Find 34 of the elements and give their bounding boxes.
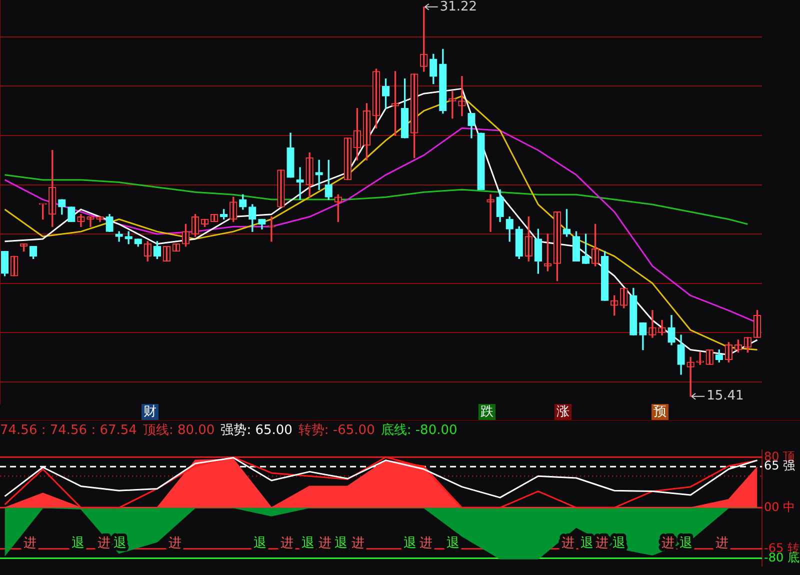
candlestick — [39, 203, 47, 220]
candlestick — [391, 71, 400, 136]
annotation: 31.22 — [440, 0, 478, 14]
annotation: 进 — [716, 536, 728, 552]
y-tick-label: 00 中 — [764, 500, 796, 514]
annotation: 退 — [254, 536, 266, 552]
chart-title: 74.56 : 74.56 : 67.54 顶线: 80.00 强势: 65.00 转势: -65.00 底线: -80.00 — [0, 423, 458, 438]
candlestick — [115, 231, 123, 242]
annotation: 退 — [302, 536, 314, 552]
text: 涨 — [556, 404, 570, 420]
annotation: 退 — [72, 536, 84, 552]
candlestick — [448, 90, 456, 119]
annotation: 进 — [420, 536, 432, 552]
annotation: 15.41 — [706, 388, 744, 404]
annotation: 退 — [612, 536, 626, 552]
annotation: 进 — [280, 536, 294, 552]
annotation: 进 — [352, 536, 364, 552]
text: 财 — [144, 404, 156, 420]
annotation: 进 — [168, 536, 182, 552]
candlestick — [124, 231, 132, 244]
annotation: 进 — [98, 536, 110, 552]
text: 预 — [654, 404, 666, 420]
annotation: 退 — [334, 536, 348, 552]
text: 跌 — [480, 404, 494, 420]
annotation: 退 — [446, 536, 460, 552]
annotation: 进 — [596, 536, 608, 552]
annotation: 进 — [562, 536, 574, 552]
annotation: 进 — [24, 536, 36, 552]
annotation: 进 — [318, 536, 332, 552]
annotation: 退 — [404, 536, 416, 552]
annotation: 退 — [580, 536, 594, 552]
candlestick — [486, 194, 494, 232]
annotation: 退 — [114, 536, 126, 552]
annotation: 进 — [662, 536, 674, 552]
